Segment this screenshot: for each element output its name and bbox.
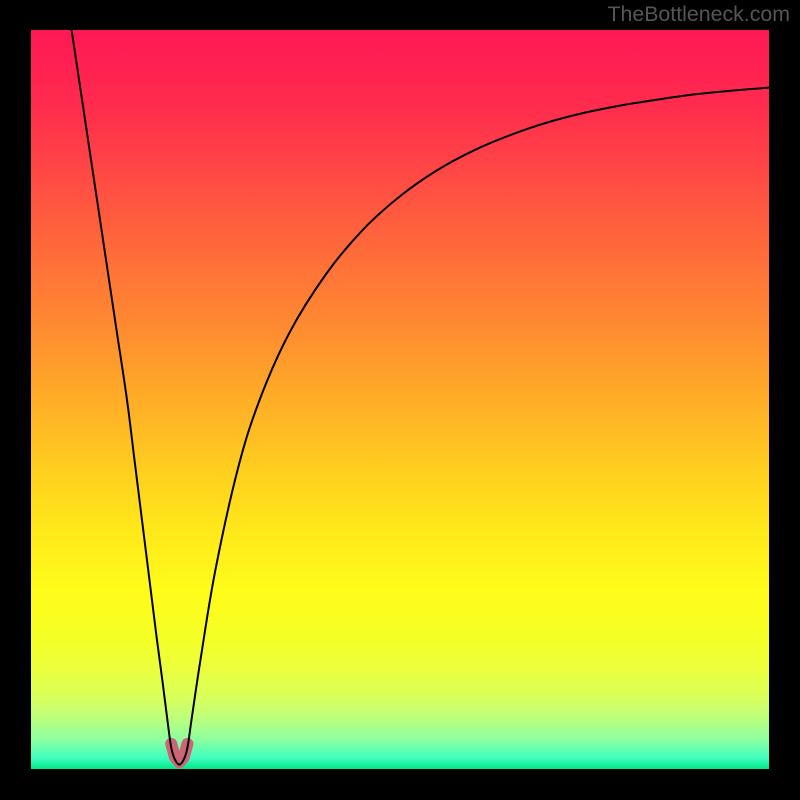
plot-background — [31, 30, 769, 769]
chart-svg — [0, 0, 800, 800]
bottleneck-chart: TheBottleneck.com — [0, 0, 800, 800]
